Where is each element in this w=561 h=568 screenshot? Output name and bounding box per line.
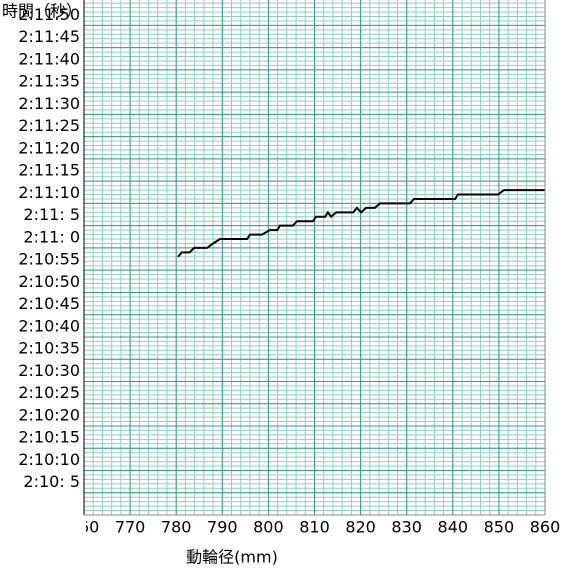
y-tick-label: 2:10:35 [18, 339, 80, 358]
y-tick-label: 2:11: 5 [23, 205, 80, 224]
x-tick-label: 850 [484, 518, 515, 537]
x-tick-label: 800 [253, 518, 284, 537]
y-tick-label: 2:11:25 [18, 116, 80, 135]
y-tick-label: 2:10:15 [18, 428, 80, 447]
y-tick-label: 2:10:45 [18, 294, 80, 313]
x-tick-label: 810 [299, 518, 330, 537]
x-tick-label: 780 [161, 518, 192, 537]
marks [177, 189, 545, 258]
x-tick-label: 860 [530, 518, 561, 537]
y-tick-label: 2:11:50 [18, 5, 80, 24]
x-tick-label: 760 [69, 518, 100, 537]
y-tick-label: 2:10:55 [18, 250, 80, 269]
y-tick-label: 2:11:40 [18, 49, 80, 68]
x-tick-label: 790 [207, 518, 238, 537]
y-tick-label: 2:11: 0 [23, 227, 80, 246]
y-tick-label: 2:10:30 [18, 361, 80, 380]
x-tick-label: 820 [345, 518, 376, 537]
x-tick-label: 840 [438, 518, 469, 537]
x-tick-label: 830 [391, 518, 422, 537]
y-tick-label: 2:11:35 [18, 72, 80, 91]
title-bg [0, 0, 80, 28]
y-tick-label: 2:11:20 [18, 138, 80, 157]
y-tick-label: 2:11:45 [18, 27, 80, 46]
y-tick-label: 2:10:25 [18, 383, 80, 402]
y-tick-label: 2:11:15 [18, 161, 80, 180]
y-tick-label: 2:11:10 [18, 183, 80, 202]
y-tick-label: 2:11:30 [18, 94, 80, 113]
x-tick-label: 770 [115, 518, 146, 537]
chart-title: 時間（秒） [2, 2, 82, 21]
y-tick-label: 2:10:50 [18, 272, 80, 291]
x-tick-labels: 760 770 780 790 800 810 820 830 840 850 860 [69, 518, 561, 537]
y-tick-label: 2:10: 5 [23, 472, 80, 491]
y-tick-label: 2:10:10 [18, 450, 80, 469]
x-axis-label: 動輪径(mm) [186, 548, 278, 567]
y-tick-label: 2:10:40 [18, 316, 80, 335]
data-line [177, 189, 545, 258]
y-tick-label: 2:10:20 [18, 405, 80, 424]
